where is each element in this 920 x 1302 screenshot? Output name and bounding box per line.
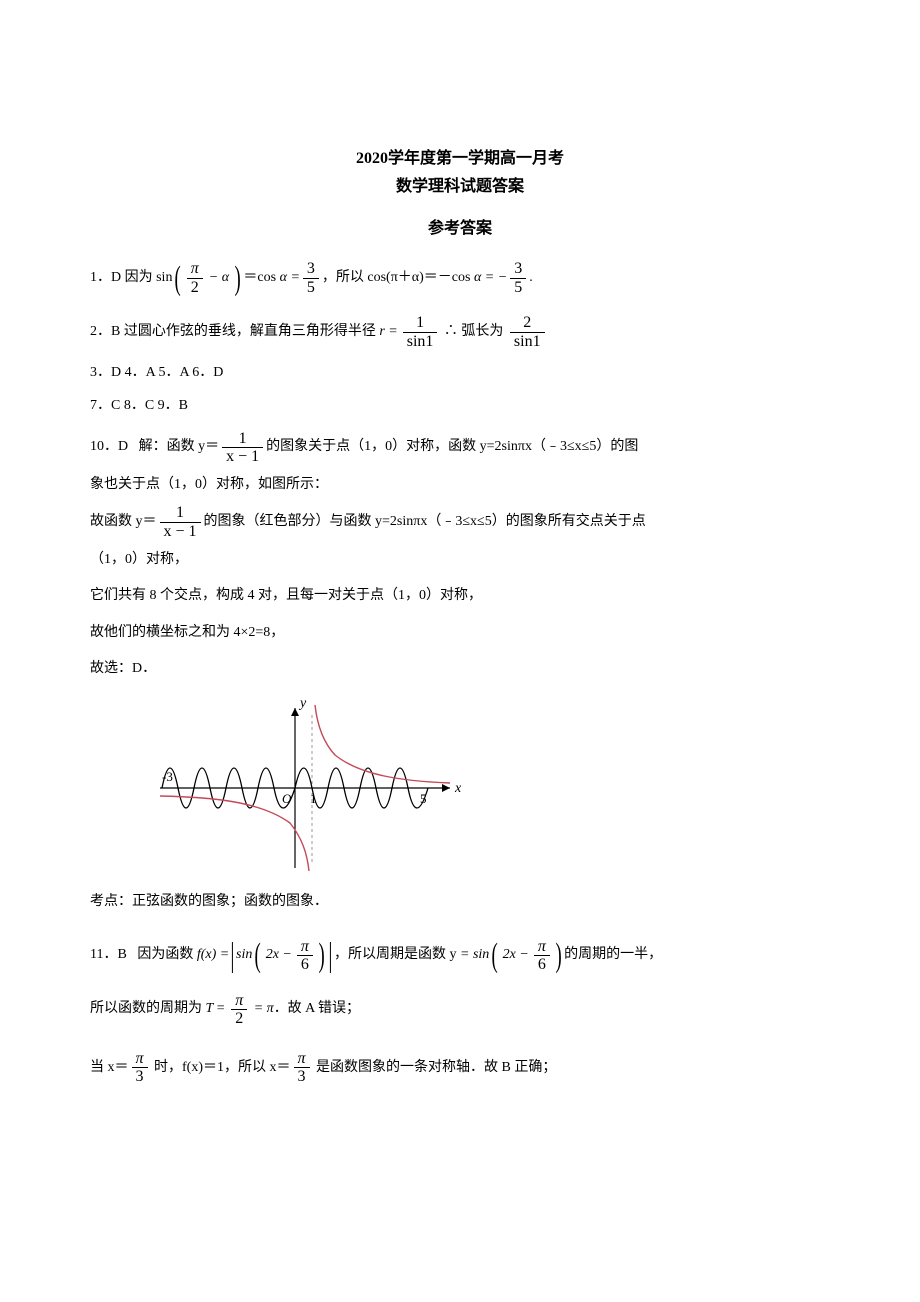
graph-svg: y x -3 O 1 5: [150, 693, 470, 883]
x-axis-label: x: [454, 781, 462, 796]
origin-label: O: [282, 791, 292, 806]
q10-line4: 故他们的横坐标之和为 4×2=8，: [90, 620, 830, 647]
q1-frac-pi2: π 2: [187, 260, 203, 296]
q11-mid: ，所以周期是函数 y: [334, 942, 460, 969]
title-line-1: 2020学年度第一学期高一月考: [90, 144, 830, 168]
answers-row-2: 7．C 8．C 9．B: [90, 393, 830, 420]
paren-right-icon-2: ): [318, 942, 324, 969]
q2-r-eq: r =: [379, 319, 397, 346]
q10-frac-b: 1 x − 1: [160, 504, 201, 540]
q11-2x-b: 2x −: [503, 942, 529, 969]
x-axis-arrow-icon: [442, 784, 450, 792]
q10-line2c: （1，0）对称，: [90, 547, 830, 574]
q10-line2: 故函数 y＝ 1 x − 1 的图象（红色部分）与函数 y=2sinπx（﹣3≤…: [90, 504, 830, 540]
q10-frac-a: 1 x − 1: [222, 430, 263, 466]
q2-prefix: 2．B 过圆心作弦的垂线，解直角三角形得半径: [90, 319, 379, 346]
q11-line3c: 是函数图象的一条对称轴．故 B 正确；: [313, 1055, 557, 1082]
q1-alpha2: α = −: [474, 265, 507, 292]
q1-alpha1: α =: [280, 265, 300, 292]
y-axis-label: y: [298, 696, 307, 711]
paren-left-icon-3: (: [492, 942, 498, 969]
q11-fx-eq: f(x) =: [197, 942, 229, 969]
q1-prefix: 1．D 因为 sin: [90, 265, 172, 292]
q11-eq2: = sin: [460, 942, 489, 969]
five-label: 5: [420, 791, 427, 806]
q10-line2a: 故函数 y＝: [90, 509, 157, 536]
abs-bar-right-icon: |: [329, 942, 333, 969]
q11-frac-pi3-a: π 3: [132, 1050, 148, 1086]
q10-line5: 故选：D．: [90, 656, 830, 683]
q2-line: 2．B 过圆心作弦的垂线，解直角三角形得半径 r = 1 sin1 ∴ 弧长为 …: [90, 314, 830, 350]
q1-frac-35b: 3 5: [510, 260, 526, 296]
q11-line3b: 时，f(x)＝1，所以 x＝: [151, 1055, 291, 1082]
q11-frac-pi6-b: π 6: [534, 938, 550, 974]
q11-line2: 所以函数的周期为 T = π 2 = π ．故 A 错误；: [90, 992, 830, 1028]
one-label: 1: [310, 791, 317, 806]
hyperbola-left: [160, 796, 309, 871]
neg3-label: -3: [162, 769, 173, 784]
paren-right-icon: ): [235, 265, 241, 292]
q1-line: 1．D 因为 sin ( π 2 − α ) ＝cos α = 3 5 ，所以 …: [90, 260, 830, 296]
q11-line1: 11．B 因为函数 f(x) = | sin ( 2x − π 6 ) | ，所…: [90, 938, 830, 974]
q11-line3: 当 x＝ π 3 时，f(x)＝1，所以 x＝ π 3 是函数图象的一条对称轴．…: [90, 1050, 830, 1086]
q11-sin-a: sin: [236, 942, 252, 969]
q1-eq-cos: ＝cos: [243, 265, 279, 292]
paren-left-icon-2: (: [255, 942, 261, 969]
q1-frac-35a: 3 5: [303, 260, 319, 296]
q11-frac-pi2: π 2: [231, 992, 247, 1028]
q1-mid: ，所以 cos(π＋α)＝－cos: [322, 265, 474, 292]
q11-prefix: 11．B 因为函数: [90, 942, 197, 969]
answers-row-1: 3．D 4．A 5．A 6．D: [90, 360, 830, 387]
abs-bar-left-icon: |: [231, 942, 235, 969]
q10-topic: 考点：正弦函数的图象；函数的图象．: [90, 889, 830, 916]
q2-frac1: 1 sin1: [403, 314, 438, 350]
y-axis-arrow-icon: [291, 708, 299, 716]
q11-eq3: =: [213, 996, 228, 1023]
hyperbola-right: [315, 705, 450, 783]
q1-period: .: [529, 265, 533, 292]
q10-line1: 10．D 解：函数 y＝ 1 x − 1 的图象关于点（1，0）对称，函数 y=…: [90, 430, 830, 466]
q11-line2a: 所以函数的周期为: [90, 996, 206, 1023]
q10-line1b: 的图象关于点（1，0）对称，函数 y=2sinπx（﹣3≤x≤5）的图: [266, 434, 638, 461]
paren-left-icon: (: [175, 265, 181, 292]
q10-line3: 它们共有 8 个交点，构成 4 对，且每一对关于点（1，0）对称，: [90, 583, 830, 610]
q11-2x-a: 2x −: [266, 942, 292, 969]
paren-right-icon-3: ): [555, 942, 561, 969]
q11-frac-pi3-b: π 3: [294, 1050, 310, 1086]
q10-line2b: 的图象（红色部分）与函数 y=2sinπx（﹣3≤x≤5）的图象所有交点关于点: [204, 509, 646, 536]
q1-minus-alpha: − α: [209, 265, 229, 292]
q10-line1a: 10．D 解：函数 y＝: [90, 434, 219, 461]
q11-tail: 的周期的一半，: [564, 942, 662, 969]
section-heading: 参考答案: [90, 214, 830, 238]
title-line-2: 数学理科试题答案: [90, 172, 830, 196]
q11-line3a: 当 x＝: [90, 1055, 129, 1082]
q2-frac2: 2 sin1: [510, 314, 545, 350]
q11-frac-pi6-a: π 6: [297, 938, 313, 974]
q10-line1c: 象也关于点（1，0）对称，如图所示：: [90, 472, 830, 499]
q2-therefore: ∴ 弧长为: [440, 319, 507, 346]
q11-T: T: [206, 996, 214, 1023]
q11-line2b: ．故 A 错误；: [274, 996, 360, 1023]
page: 2020学年度第一学期高一月考 数学理科试题答案 参考答案 1．D 因为 sin…: [0, 0, 920, 1302]
q10-graph: y x -3 O 1 5: [150, 693, 830, 883]
q11-eq-pi: = π: [250, 996, 273, 1023]
